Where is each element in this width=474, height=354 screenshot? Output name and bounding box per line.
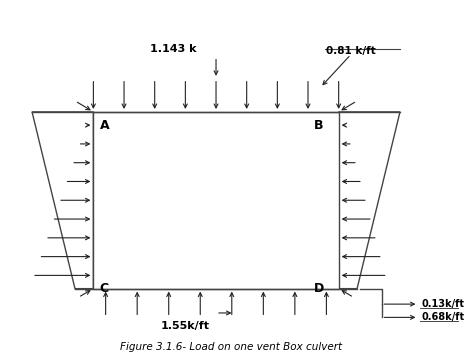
Text: B: B — [314, 119, 324, 131]
Text: 0.13k/ft: 0.13k/ft — [421, 299, 465, 309]
Text: 1.55k/ft: 1.55k/ft — [161, 321, 210, 331]
Text: Figure 3.1.6- Load on one vent Box culvert: Figure 3.1.6- Load on one vent Box culve… — [120, 342, 342, 352]
Text: 0.68k/ft: 0.68k/ft — [421, 312, 465, 322]
Text: C: C — [100, 282, 109, 295]
Text: 1.143 k: 1.143 k — [150, 44, 196, 55]
Text: D: D — [314, 282, 324, 295]
Text: 0.81 k/ft: 0.81 k/ft — [327, 46, 376, 56]
Text: A: A — [100, 119, 109, 131]
Polygon shape — [93, 112, 339, 289]
